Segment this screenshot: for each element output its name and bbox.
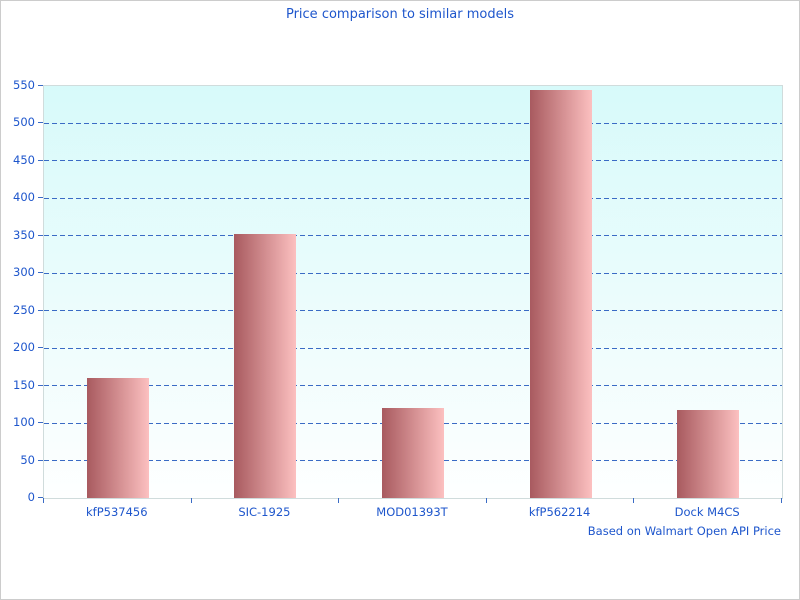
- bar-SIC-1925: [234, 234, 297, 498]
- gridline: [44, 197, 782, 199]
- gridline: [44, 385, 782, 387]
- y-axis-label: 550: [13, 78, 35, 92]
- chart-footer: Based on Walmart Open API Price: [587, 524, 781, 538]
- y-tick: [38, 459, 43, 461]
- y-axis-label: 100: [13, 415, 35, 430]
- gridline: [44, 347, 782, 349]
- y-axis-label: 450: [13, 152, 35, 167]
- x-axis-label: MOD01393T: [376, 505, 448, 519]
- y-tick: [38, 497, 43, 498]
- x-tick: [485, 498, 487, 503]
- gridline: [44, 235, 782, 237]
- x-axis-label: Dock M4CS: [674, 505, 740, 519]
- y-tick: [38, 309, 43, 311]
- y-axis-label: 400: [13, 190, 35, 205]
- bar-MOD01393T: [382, 408, 444, 498]
- x-tick: [43, 498, 44, 503]
- y-axis-label: 300: [13, 265, 35, 280]
- y-axis-label: 50: [20, 452, 35, 467]
- y-tick: [38, 422, 43, 424]
- x-tick: [633, 498, 635, 503]
- y-axis-label: 250: [13, 302, 35, 317]
- x-tick: [338, 498, 340, 503]
- chart-title: Price comparison to similar models: [285, 7, 515, 22]
- bar-kfP537456: [86, 378, 149, 498]
- y-axis-label: 0: [27, 490, 35, 504]
- gridline: [44, 272, 782, 274]
- gridline: [44, 160, 782, 162]
- y-tick: [38, 197, 43, 199]
- x-axis-label: kfP562214: [528, 505, 591, 519]
- plot-area: [43, 85, 783, 499]
- gridline: [44, 122, 782, 124]
- gridline: [44, 310, 782, 312]
- x-tick: [190, 498, 192, 503]
- y-tick: [38, 159, 43, 161]
- y-tick: [38, 85, 43, 86]
- y-tick: [38, 122, 43, 124]
- bar-kfP562214: [529, 89, 592, 498]
- y-axis-label: 500: [13, 115, 35, 130]
- x-axis-label: kfP537456: [86, 505, 148, 519]
- y-tick: [38, 234, 43, 236]
- y-tick: [38, 347, 43, 349]
- x-axis-label: SIC-1925: [238, 505, 291, 519]
- x-tick: [781, 498, 782, 503]
- bar-Dock M4CS: [677, 409, 740, 498]
- y-axis-label: 350: [13, 227, 35, 242]
- y-axis-label: 200: [13, 340, 35, 355]
- y-tick: [38, 384, 43, 386]
- y-axis-label: 150: [13, 377, 35, 392]
- y-tick: [38, 272, 43, 274]
